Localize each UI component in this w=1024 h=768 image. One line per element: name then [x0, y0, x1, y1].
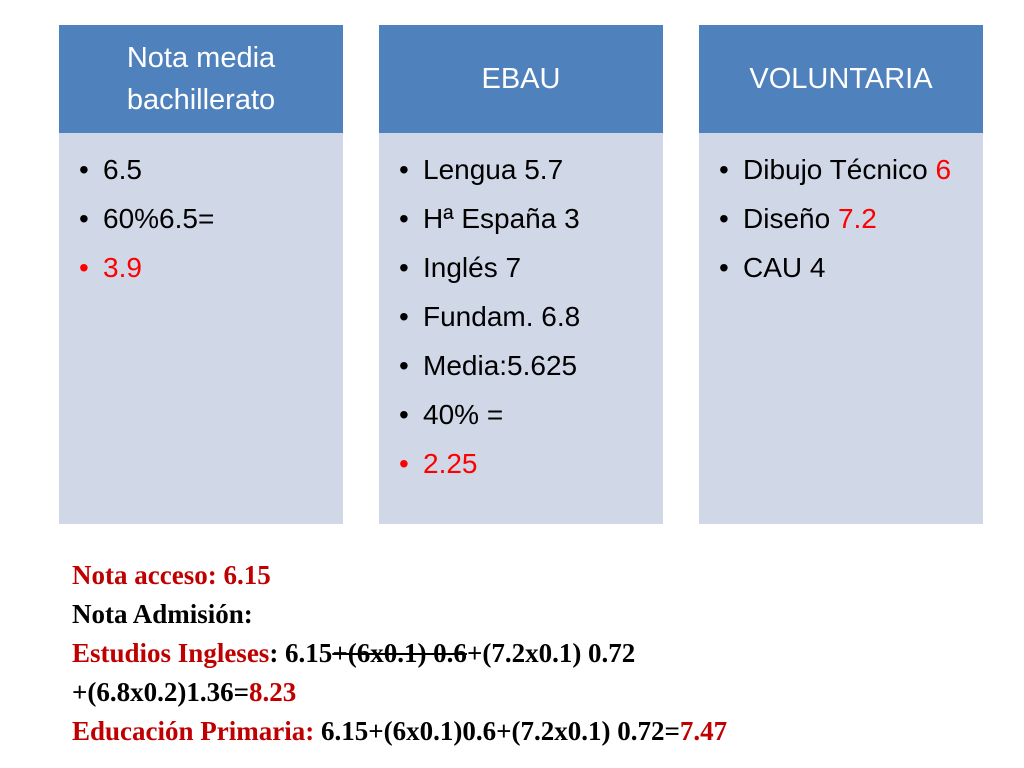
item-list: Lengua 5.7 Hª España 3 Inglés 7 Fundam. 6.8…	[379, 133, 663, 481]
item-text: Diseño	[743, 203, 831, 234]
footer-line: Nota acceso: 6.15	[72, 556, 727, 595]
item: Diseño 7.2	[719, 202, 973, 236]
item-highlight: 3.9	[103, 252, 142, 283]
footer-run: Nota acceso: 6.15	[72, 560, 271, 590]
item: Dibujo Técnico 6	[719, 153, 973, 187]
item: 2.25	[399, 447, 653, 481]
footer: Nota acceso: 6.15 Nota Admisión: Estudios …	[72, 556, 727, 751]
footer-run: 7.47	[679, 716, 728, 746]
column-header: Nota media bachillerato	[59, 25, 343, 133]
item-text: Dibujo Técnico	[743, 154, 928, 185]
column: EBAU Lengua 5.7 Hª España 3 Inglés 7 Fundam.…	[379, 25, 663, 524]
column: Nota media bachillerato 6.5 60%6.5= 3.9	[59, 25, 343, 524]
footer-run: +(6.8x0.2)1.36=	[72, 677, 250, 707]
footer-line: Estudios Ingleses: 6.15+(6x0.1) 0.6+(7.2…	[72, 634, 727, 673]
item: 6.5	[79, 153, 333, 187]
item: 40% =	[399, 398, 653, 432]
item-list: 6.5 60%6.5= 3.9	[59, 133, 343, 285]
footer-run: 8.23	[249, 677, 297, 707]
column: VOLUNTARIA Dibujo Técnico 6 Diseño 7.2 CAU …	[699, 25, 983, 524]
footer-run: Nota Admisión:	[72, 599, 253, 629]
footer-run: : 6.15	[269, 638, 333, 668]
item-highlight: 7.2	[837, 203, 877, 234]
footer-line: +(6.8x0.2)1.36=8.23	[72, 673, 727, 712]
footer-run: Educación Primaria:	[72, 716, 315, 746]
item: Hª España 3	[399, 202, 653, 236]
footer-line: Nota Admisión:	[72, 595, 727, 634]
column-header: VOLUNTARIA	[699, 25, 983, 133]
item: Fundam. 6.8	[399, 300, 653, 334]
footer-run: 6.15+(6x0.1)0.6+(7.2x0.1) 0.72=	[314, 716, 680, 746]
item-highlight: 6	[935, 154, 952, 185]
footer-line: Educación Primaria: 6.15+(6x0.1)0.6+(7.2…	[72, 712, 727, 751]
item-list: Dibujo Técnico 6 Diseño 7.2 CAU 4	[699, 133, 983, 285]
item: CAU 4	[719, 251, 973, 285]
footer-run: Estudios Ingleses	[72, 638, 270, 668]
item: Media:5.625	[399, 349, 653, 383]
item: 3.9	[79, 251, 333, 285]
column-header: EBAU	[379, 25, 663, 133]
item: 60%6.5=	[79, 202, 333, 236]
item: Lengua 5.7	[399, 153, 653, 187]
item: Inglés 7	[399, 251, 653, 285]
item-highlight: 2.25	[423, 448, 478, 479]
footer-run: +(7.2x0.1) 0.72	[466, 638, 636, 668]
footer-run: +(6x0.1) 0.6	[332, 638, 467, 668]
